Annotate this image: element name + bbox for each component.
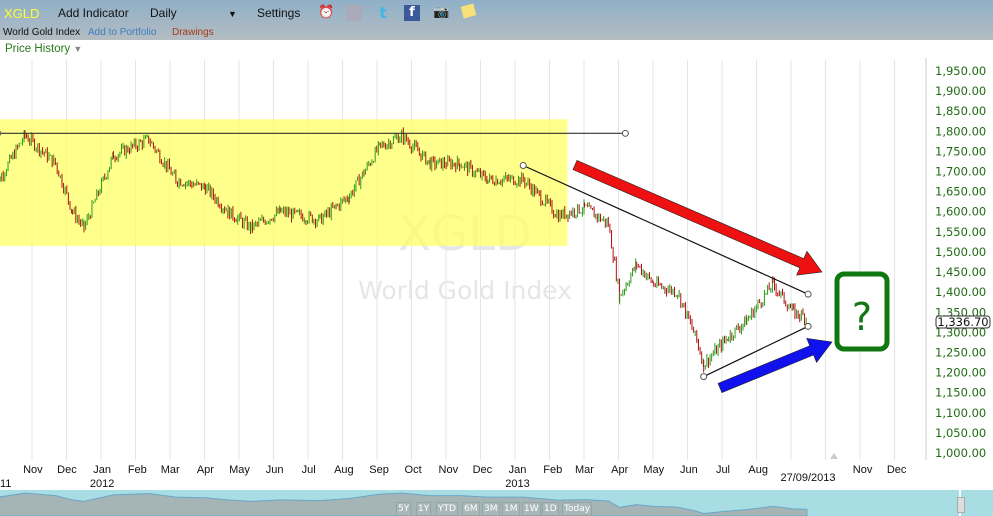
upper-trend-line bbox=[522, 164, 809, 295]
y-tick-label: 1,600.00 bbox=[935, 205, 986, 219]
twitter-icon[interactable]: t bbox=[379, 4, 387, 22]
x-month-label: Oct bbox=[405, 464, 422, 476]
x-month-label: Aug bbox=[334, 464, 354, 476]
y-tick-label: 1,800.00 bbox=[935, 124, 986, 138]
x-month-label: Dec bbox=[57, 464, 77, 476]
instrument-name: World Gold Index bbox=[3, 27, 81, 38]
database-icon[interactable] bbox=[346, 5, 362, 21]
y-tick-label: 1,950.00 bbox=[935, 64, 986, 78]
x-month-label: Apr bbox=[197, 464, 214, 476]
x-year-label: 2012 bbox=[90, 478, 114, 490]
x-month-label: Dec bbox=[887, 464, 907, 476]
y-tick-label: 1,850.00 bbox=[935, 104, 986, 118]
y-tick-label: 1,100.00 bbox=[935, 406, 986, 420]
alarm-clock-icon[interactable]: ⏰ bbox=[318, 5, 335, 20]
x-month-label: Jul bbox=[302, 464, 316, 476]
y-tick-label: 1,750.00 bbox=[935, 144, 986, 158]
range-button-1m[interactable]: 1M bbox=[502, 502, 520, 516]
y-tick-label: 1,450.00 bbox=[935, 265, 986, 279]
add-to-portfolio-link[interactable]: Add to Portfolio bbox=[88, 27, 157, 38]
x-month-label: Mar bbox=[161, 464, 180, 476]
add-indicator-button[interactable]: Add Indicator bbox=[58, 6, 129, 20]
range-button-6m[interactable]: 6M bbox=[462, 502, 480, 516]
x-month-label: Jun bbox=[266, 464, 284, 476]
lower-trend-line bbox=[703, 325, 809, 378]
watermark-name: World Gold Index bbox=[358, 276, 572, 305]
x-month-label: May bbox=[643, 464, 664, 476]
x-year-label: 11 bbox=[0, 478, 11, 490]
navigator[interactable]: 5Y 1Y YTD 6M 3M 1M 1W 1D Today bbox=[0, 490, 993, 516]
line-handle bbox=[519, 161, 527, 169]
y-tick-label: 1,550.00 bbox=[935, 225, 986, 239]
navigator-area bbox=[0, 492, 808, 516]
range-button-1y[interactable]: 1Y bbox=[416, 502, 432, 516]
panel-title: Price History bbox=[5, 43, 71, 55]
x-month-label: Jan bbox=[509, 464, 527, 476]
down-arrow-shape bbox=[572, 160, 823, 276]
navigator-handle[interactable] bbox=[957, 497, 965, 513]
question-box bbox=[834, 271, 890, 352]
last-price-box bbox=[935, 315, 991, 329]
facebook-icon[interactable]: f bbox=[404, 5, 420, 21]
range-button-1d[interactable]: 1D bbox=[542, 502, 559, 516]
drawings-link[interactable]: Drawings bbox=[172, 27, 214, 38]
x-month-label: May bbox=[229, 464, 250, 476]
x-month-label: Feb bbox=[543, 464, 562, 476]
range-button-1w[interactable]: 1W bbox=[522, 502, 541, 516]
x-month-label: Aug bbox=[748, 464, 768, 476]
x-year-label: 2013 bbox=[505, 478, 529, 490]
last-price-label: 1,336.70 bbox=[937, 315, 988, 329]
symbol-label[interactable]: XGLD bbox=[4, 6, 40, 21]
line-handle bbox=[621, 129, 629, 137]
down-arrow bbox=[572, 160, 823, 276]
y-tick-label: 1,250.00 bbox=[935, 345, 986, 359]
x-month-label: Mar bbox=[575, 464, 594, 476]
cursor-date-label: 27/09/2013 bbox=[780, 472, 835, 484]
line-handle bbox=[804, 322, 812, 330]
y-tick-label: 1,000.00 bbox=[935, 446, 986, 460]
x-month-label: Dec bbox=[473, 464, 493, 476]
y-tick-label: 1,900.00 bbox=[935, 84, 986, 98]
toolbar: XGLD Add Indicator Daily ▼ Settings ⏰ t … bbox=[0, 0, 993, 40]
chevron-down-icon: ▼ bbox=[73, 44, 83, 54]
interval-select[interactable]: Daily bbox=[150, 6, 177, 20]
y-tick-label: 1,700.00 bbox=[935, 165, 986, 179]
up-arrow-shape bbox=[717, 337, 833, 394]
x-month-label: Nov bbox=[439, 464, 459, 476]
y-tick-label: 1,050.00 bbox=[935, 426, 986, 440]
y-tick-label: 1,500.00 bbox=[935, 245, 986, 259]
camera-icon[interactable]: 📷 bbox=[433, 5, 450, 20]
question-mark: ? bbox=[852, 295, 872, 339]
line-handle bbox=[0, 130, 2, 136]
cursor-marker bbox=[830, 453, 838, 459]
y-tick-label: 1,200.00 bbox=[935, 366, 986, 380]
range-button-5y[interactable]: 5Y bbox=[396, 502, 412, 516]
y-tick-label: 1,650.00 bbox=[935, 185, 986, 199]
range-button-3m[interactable]: 3M bbox=[482, 502, 500, 516]
x-month-label: Jul bbox=[716, 464, 730, 476]
highlight-zone bbox=[0, 119, 568, 246]
y-tick-label: 1,150.00 bbox=[935, 386, 986, 400]
x-month-label: Jun bbox=[680, 464, 698, 476]
x-month-label: Nov bbox=[23, 464, 43, 476]
y-tick-label: 1,400.00 bbox=[935, 285, 986, 299]
range-button-today[interactable]: Today bbox=[562, 502, 593, 516]
x-month-label: Feb bbox=[128, 464, 147, 476]
x-month-label: Jan bbox=[93, 464, 111, 476]
x-month-label: Nov bbox=[853, 464, 873, 476]
settings-button[interactable]: Settings bbox=[257, 6, 301, 20]
price-history-menu[interactable]: Price History ▼ bbox=[5, 43, 82, 55]
range-button-ytd[interactable]: YTD bbox=[436, 502, 458, 516]
y-tick-label: 1,300.00 bbox=[935, 325, 986, 339]
x-month-label: Sep bbox=[369, 464, 389, 476]
price-chart[interactable]: 1,000.00 1,050.00 1,100.00 1,150.00 1,200.00… bbox=[0, 0, 993, 490]
x-month-label: Apr bbox=[611, 464, 628, 476]
chevron-down-icon[interactable]: ▼ bbox=[228, 9, 237, 19]
line-handle bbox=[804, 290, 812, 298]
line-handle bbox=[700, 373, 708, 381]
up-arrow bbox=[717, 337, 833, 394]
